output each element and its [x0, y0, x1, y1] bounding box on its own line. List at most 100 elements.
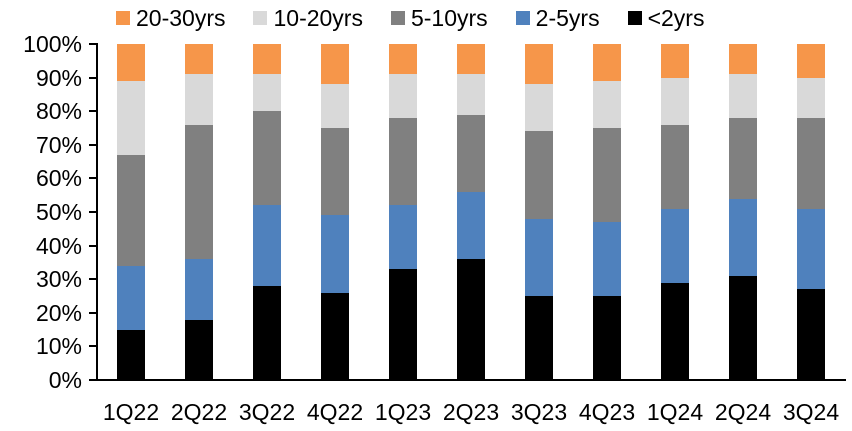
y-axis-tick-mark	[89, 76, 97, 79]
bar-segment-4Q22-<2yrs	[321, 293, 349, 380]
bar-segment-3Q22-10-20yrs	[253, 74, 281, 111]
bar-segment-1Q24-20-30yrs	[661, 44, 689, 78]
bar-segment-4Q22-2-5yrs	[321, 215, 349, 293]
legend-swatch-icon	[116, 11, 130, 25]
legend-item: 10-20yrs	[253, 5, 363, 31]
legend-label: <2yrs	[647, 5, 705, 31]
y-axis-tick-label: 80%	[35, 98, 82, 125]
x-axis-tick-label: 3Q22	[238, 399, 296, 425]
legend-swatch-icon	[627, 11, 642, 25]
bar-segment-4Q22-5-10yrs	[321, 128, 349, 215]
bar-segment-3Q23-20-30yrs	[525, 44, 553, 84]
y-axis-tick-label: 20%	[35, 299, 82, 326]
x-axis-tick-label: 2Q24	[714, 399, 772, 425]
bar-segment-1Q22-10-20yrs	[117, 81, 145, 155]
bar-segment-1Q24-10-20yrs	[661, 78, 689, 125]
legend-label: 2-5yrs	[535, 5, 600, 31]
legend-item: <2yrs	[627, 5, 705, 31]
bar-segment-3Q24-<2yrs	[797, 289, 825, 380]
y-axis-tick-mark	[89, 177, 97, 180]
bar-segment-3Q24-20-30yrs	[797, 44, 825, 78]
bar-segment-1Q23-<2yrs	[389, 269, 417, 380]
bar-segment-2Q24-20-30yrs	[729, 44, 757, 74]
y-axis-tick-mark	[89, 311, 97, 314]
x-axis-tick-label: 1Q24	[646, 399, 704, 425]
bar-segment-2Q22-2-5yrs	[185, 259, 213, 320]
bar-segment-2Q23-10-20yrs	[457, 74, 485, 115]
bar-segment-3Q22-20-30yrs	[253, 44, 281, 74]
bar-segment-3Q23-<2yrs	[525, 296, 553, 380]
y-axis-tick-label: 0%	[48, 367, 82, 393]
bar-segment-2Q23-<2yrs	[457, 259, 485, 380]
y-axis-tick-mark	[89, 379, 97, 381]
bar-segment-1Q22-2-5yrs	[117, 266, 145, 330]
y-axis-line	[96, 43, 98, 381]
y-axis-tick-mark	[89, 244, 97, 247]
legend-label: 10-20yrs	[273, 5, 363, 31]
y-axis-tick-label: 10%	[35, 333, 82, 360]
bar-segment-4Q23-<2yrs	[593, 296, 621, 380]
bar-segment-2Q24-5-10yrs	[729, 118, 757, 199]
bar-segment-3Q22-2-5yrs	[253, 205, 281, 286]
bar-segment-1Q23-2-5yrs	[389, 205, 417, 269]
bar-segment-3Q23-10-20yrs	[525, 84, 553, 131]
bar-segment-1Q23-5-10yrs	[389, 118, 417, 205]
bar-segment-2Q24-2-5yrs	[729, 199, 757, 276]
x-axis-tick-label: 1Q22	[102, 399, 160, 425]
bar-segment-1Q24-<2yrs	[661, 283, 689, 380]
bar-segment-4Q23-2-5yrs	[593, 222, 621, 296]
x-axis-tick-label: 2Q23	[442, 399, 500, 425]
bar-segment-3Q22-5-10yrs	[253, 111, 281, 205]
bar-segment-4Q22-10-20yrs	[321, 84, 349, 128]
y-axis-tick-label: 100%	[23, 31, 82, 57]
bar-segment-2Q22-10-20yrs	[185, 74, 213, 125]
bar-segment-2Q23-5-10yrs	[457, 115, 485, 192]
bar-segment-3Q23-2-5yrs	[525, 219, 553, 296]
bar-segment-1Q24-2-5yrs	[661, 209, 689, 283]
x-axis-tick-label: 4Q22	[306, 399, 364, 425]
bar-segment-2Q22-20-30yrs	[185, 44, 213, 74]
legend-label: 20-30yrs	[136, 5, 226, 31]
y-axis-tick-mark	[89, 43, 97, 45]
legend-item: 20-30yrs	[116, 5, 225, 31]
bar-segment-1Q23-20-30yrs	[389, 44, 417, 74]
legend-swatch-icon	[515, 11, 530, 25]
y-axis-tick-mark	[89, 211, 97, 213]
y-axis-tick-mark	[89, 143, 97, 146]
bar-segment-4Q23-10-20yrs	[593, 81, 621, 128]
x-axis-tick-label: 2Q22	[170, 399, 228, 425]
bar-segment-3Q24-2-5yrs	[797, 209, 825, 289]
legend-label: 5-10yrs	[410, 5, 488, 31]
x-axis-tick-label: 3Q24	[782, 399, 840, 425]
legend-swatch-icon	[253, 11, 268, 25]
legend-item: 2-5yrs	[515, 5, 600, 31]
bar-segment-1Q24-5-10yrs	[661, 125, 689, 209]
y-axis-tick-mark	[89, 110, 97, 113]
x-axis-tick-label: 3Q23	[510, 399, 568, 425]
bar-segment-1Q22-<2yrs	[117, 330, 145, 380]
bar-segment-2Q24-<2yrs	[729, 276, 757, 380]
legend-item: 5-10yrs	[390, 5, 488, 31]
bar-segment-1Q23-10-20yrs	[389, 74, 417, 118]
bar-segment-1Q22-20-30yrs	[117, 44, 145, 81]
y-axis-tick-label: 90%	[35, 64, 82, 91]
y-axis-tick-label: 40%	[35, 232, 82, 259]
bar-segment-2Q24-10-20yrs	[729, 74, 757, 118]
bar-segment-3Q24-5-10yrs	[797, 118, 825, 209]
bar-segment-2Q22-5-10yrs	[185, 125, 213, 259]
bar-segment-2Q23-2-5yrs	[457, 192, 485, 259]
legend-swatch-icon	[390, 11, 405, 25]
x-axis-line	[89, 379, 846, 381]
bar-segment-2Q22-<2yrs	[185, 320, 213, 380]
bar-segment-3Q22-<2yrs	[253, 286, 281, 380]
x-axis-tick-label: 4Q23	[578, 399, 636, 425]
bar-segment-3Q24-10-20yrs	[797, 78, 825, 118]
x-axis-tick-label: 1Q23	[374, 399, 432, 425]
bar-segment-4Q23-20-30yrs	[593, 44, 621, 81]
bar-segment-4Q22-20-30yrs	[321, 44, 349, 84]
bar-segment-3Q23-5-10yrs	[525, 131, 553, 219]
bar-segment-2Q23-20-30yrs	[457, 44, 485, 74]
bar-segment-4Q23-5-10yrs	[593, 128, 621, 222]
y-axis-tick-mark	[89, 345, 97, 348]
